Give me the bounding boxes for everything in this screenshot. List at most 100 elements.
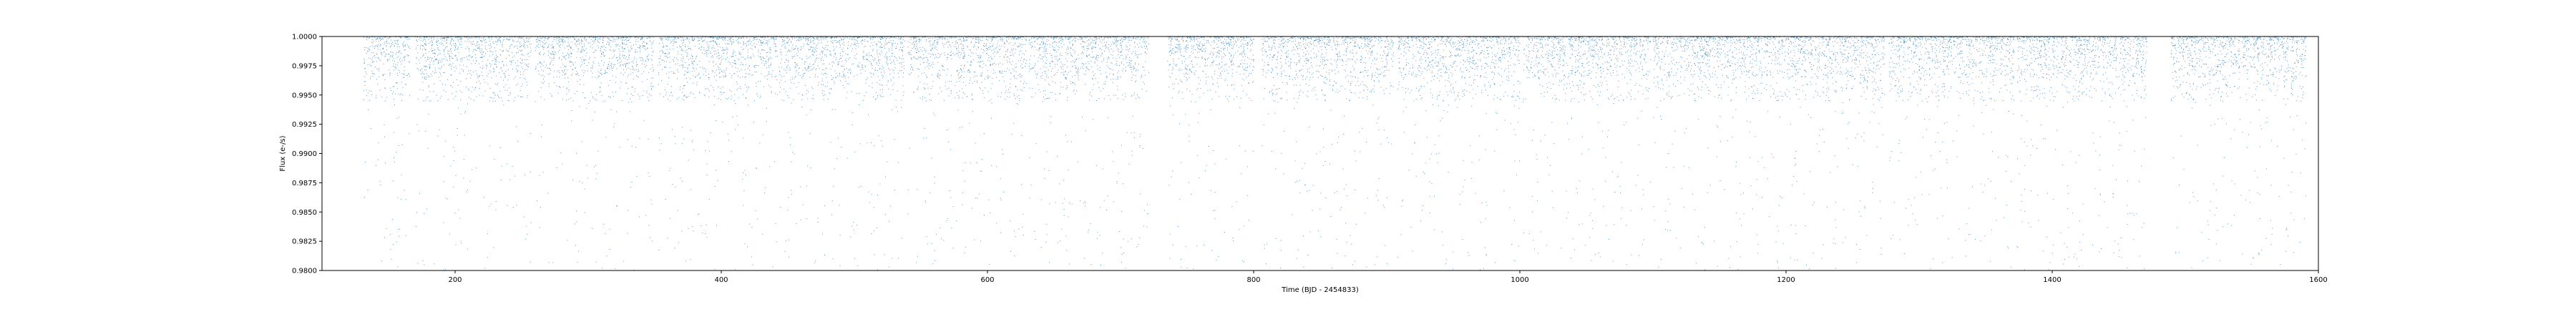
- data-point: [760, 36, 761, 38]
- data-point: [766, 52, 768, 53]
- data-point: [544, 40, 545, 42]
- data-point: [850, 72, 852, 73]
- data-point: [610, 109, 612, 110]
- data-point: [721, 50, 723, 52]
- data-point: [609, 49, 610, 50]
- data-point: [431, 45, 432, 47]
- data-point: [1048, 262, 1050, 263]
- data-point: [935, 36, 937, 38]
- data-point: [992, 36, 994, 38]
- data-point: [822, 53, 824, 54]
- data-point: [434, 67, 436, 69]
- data-point: [753, 66, 755, 67]
- data-point: [580, 51, 581, 52]
- data-point: [686, 78, 687, 79]
- data-point: [939, 70, 940, 71]
- data-point: [698, 37, 699, 39]
- data-point: [1122, 70, 1123, 72]
- data-point: [423, 39, 424, 41]
- data-point: [562, 55, 563, 57]
- data-point: [784, 43, 785, 44]
- data-point: [754, 67, 756, 68]
- data-point: [748, 40, 749, 42]
- data-point: [509, 48, 510, 49]
- data-point: [809, 36, 811, 38]
- data-point: [985, 39, 987, 40]
- data-point: [424, 44, 426, 45]
- data-point: [961, 40, 962, 42]
- data-point: [683, 94, 685, 96]
- data-point: [558, 57, 560, 58]
- data-point: [957, 94, 959, 96]
- data-point: [600, 73, 601, 74]
- data-point: [669, 170, 670, 171]
- data-point: [592, 97, 594, 99]
- data-point: [650, 77, 652, 79]
- data-point: [646, 43, 648, 44]
- data-point: [696, 55, 698, 57]
- data-point: [615, 44, 616, 45]
- data-point: [676, 69, 678, 70]
- data-point: [623, 39, 625, 41]
- data-point: [570, 47, 572, 48]
- data-point: [863, 51, 864, 52]
- data-point: [461, 47, 462, 48]
- data-point: [821, 78, 823, 79]
- data-point: [880, 45, 882, 47]
- data-point: [964, 65, 965, 67]
- data-point: [508, 51, 509, 52]
- data-point: [622, 51, 623, 52]
- data-point: [571, 75, 572, 76]
- data-point: [559, 39, 560, 40]
- data-point: [800, 36, 801, 38]
- data-point: [769, 47, 771, 48]
- data-point: [813, 37, 814, 39]
- data-point: [728, 97, 729, 99]
- data-point: [368, 109, 369, 110]
- data-point: [862, 64, 863, 66]
- data-point: [626, 82, 628, 84]
- data-point: [517, 60, 518, 62]
- data-point: [662, 50, 663, 52]
- data-point: [582, 92, 584, 93]
- data-point: [932, 86, 933, 87]
- data-point: [400, 36, 401, 38]
- data-point: [769, 166, 771, 167]
- data-point: [626, 69, 627, 70]
- data-point: [1019, 100, 1020, 101]
- data-point: [983, 46, 985, 47]
- data-point: [734, 60, 736, 62]
- data-point: [366, 95, 367, 96]
- data-point: [1103, 39, 1105, 40]
- data-point: [799, 49, 801, 51]
- data-point: [623, 260, 625, 262]
- data-point: [746, 44, 748, 46]
- data-point: [397, 266, 399, 268]
- data-point: [759, 80, 761, 82]
- data-point: [409, 94, 410, 96]
- data-point: [736, 40, 737, 42]
- data-point: [542, 49, 544, 50]
- data-point: [689, 42, 691, 44]
- data-point: [599, 76, 600, 77]
- data-point: [874, 254, 875, 255]
- data-point: [889, 42, 891, 44]
- data-point: [447, 99, 449, 100]
- data-point: [886, 56, 887, 57]
- data-point: [725, 72, 726, 74]
- data-point: [610, 49, 611, 51]
- data-point: [784, 251, 786, 253]
- data-point: [367, 47, 369, 49]
- data-point: [469, 54, 470, 56]
- data-point: [660, 143, 662, 145]
- data-point: [938, 93, 940, 94]
- data-point: [608, 42, 610, 44]
- data-point: [464, 112, 466, 114]
- data-point: [829, 54, 831, 56]
- data-point: [643, 45, 644, 47]
- data-point: [595, 178, 597, 180]
- data-point: [1003, 57, 1005, 59]
- data-point: [662, 42, 663, 44]
- data-point: [431, 48, 433, 49]
- data-point: [919, 39, 920, 41]
